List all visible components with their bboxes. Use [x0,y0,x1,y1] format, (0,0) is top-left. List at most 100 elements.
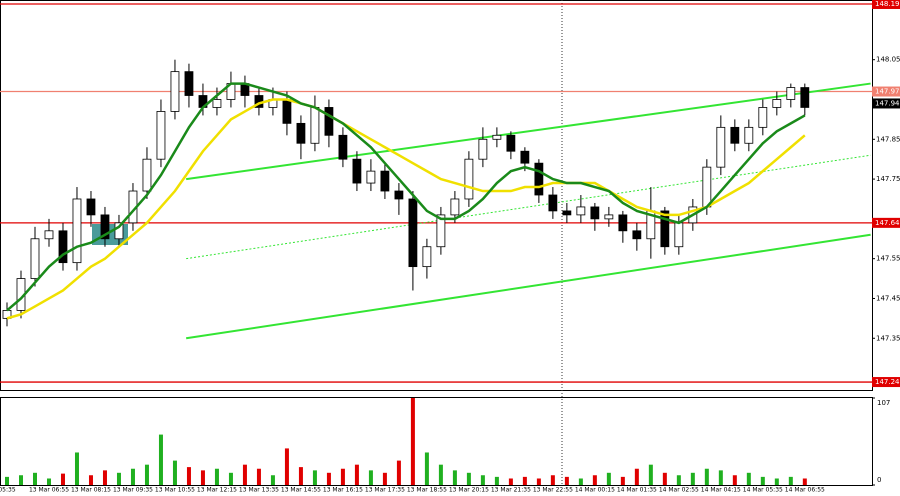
volume-bar [802,478,807,485]
candle-body [506,134,516,152]
candle-body [534,162,544,196]
volume-bar [354,464,359,485]
x-tick-label: 13 Mar 18:55 [407,487,447,494]
candle-body [758,107,768,128]
candle-body [786,87,796,100]
candle-body [618,214,628,232]
x-tick-label: 14 Mar 06:55 [785,487,825,494]
y-tick-label: 147.85 [876,135,900,143]
volume-bar [466,472,471,485]
volume-bar [144,464,149,485]
volume-bar [508,478,513,485]
x-tick-label: 14 Mar 02:55 [659,487,699,494]
volume-bar [410,398,415,485]
volume-bar [186,467,191,485]
level-label-bg [872,86,900,97]
volume-bar [326,472,331,485]
candle-body [562,210,572,216]
candle-body [100,214,110,240]
x-tick-label: 14 Mar 01:35 [617,487,657,494]
candle-body [310,107,320,144]
trendline [186,154,871,260]
volume-bar [242,464,247,485]
level-label: 147.24 [875,378,900,386]
candle-body [702,166,712,208]
volume-bar [46,478,51,485]
candle-body [282,99,292,124]
volume-bar [382,472,387,485]
candle-body [660,210,670,248]
x-tick-label: 13 Mar 21:35 [491,487,531,494]
candle-body [716,126,726,168]
volume-bar [32,472,37,485]
candle-body [548,194,558,212]
level-label-bg [872,217,900,228]
candle-body [730,126,740,144]
volume-bar [424,452,429,485]
x-tick-label: 13 Mar 16:15 [323,487,363,494]
candle-body [422,246,432,268]
level-label-bg [872,0,900,9]
x-tick-label: 05:35 [0,487,16,494]
volume-bar [676,475,681,485]
volume-bar [718,470,723,485]
x-tick-label: 13 Mar 09:35 [113,487,153,494]
last-price-bg [872,98,900,109]
volume-bar [74,452,79,485]
y-tick-label: 147.75 [876,175,900,183]
x-tick-label: 13 Mar 20:15 [449,487,489,494]
volume-bar [648,464,653,485]
level-label-bg [872,377,900,388]
x-tick-label: 13 Mar 12:15 [197,487,237,494]
volume-bar [228,472,233,485]
volume-bar [788,476,793,485]
volume-bar [578,478,583,485]
x-tick-label: 13 Mar 13:35 [239,487,279,494]
candle-body [58,230,68,264]
volume-bar [60,473,65,485]
volume-bar [760,476,765,485]
volume-panel [0,397,873,486]
volume-bar [536,478,541,485]
candle-body [394,190,404,200]
level-label: 148.19 [875,0,900,8]
volume-bar [4,476,9,485]
volume-bar [340,468,345,485]
volume-bar [396,460,401,485]
candle-body [352,158,362,184]
volume-bar [606,472,611,485]
level-label: 147.97 [875,88,900,96]
candle-body [114,222,124,240]
volume-bar [200,470,205,485]
volume-bar [256,468,261,485]
volume-bar [564,476,569,485]
volume-bar [88,475,93,485]
y-tick-label: 0 [877,476,881,484]
candle-body [366,170,376,184]
candle-body [772,99,782,108]
x-tick-label: 14 Mar 05:35 [743,487,783,494]
candle-body [492,134,502,140]
trendline [186,82,871,181]
candle-body [604,214,614,220]
volume-bar [298,467,303,485]
y-tick-label: 148.05 [876,56,900,64]
volume-bar [704,468,709,485]
volume-bar [592,475,597,485]
volume-bar [620,476,625,485]
x-tick-label: 13 Mar 06:55 [29,487,69,494]
candle-body [324,107,334,136]
x-tick-label: 14 Mar 04:15 [701,487,741,494]
volume-bar [522,476,527,485]
volume-bar [214,468,219,485]
candle-body [30,238,40,279]
volume-bar [746,472,751,485]
candle-body [170,71,180,112]
candle-body [674,222,684,248]
volume-bar [438,464,443,485]
moving-average [6,82,806,312]
candle-body [744,126,754,144]
volume-bar [18,475,23,485]
